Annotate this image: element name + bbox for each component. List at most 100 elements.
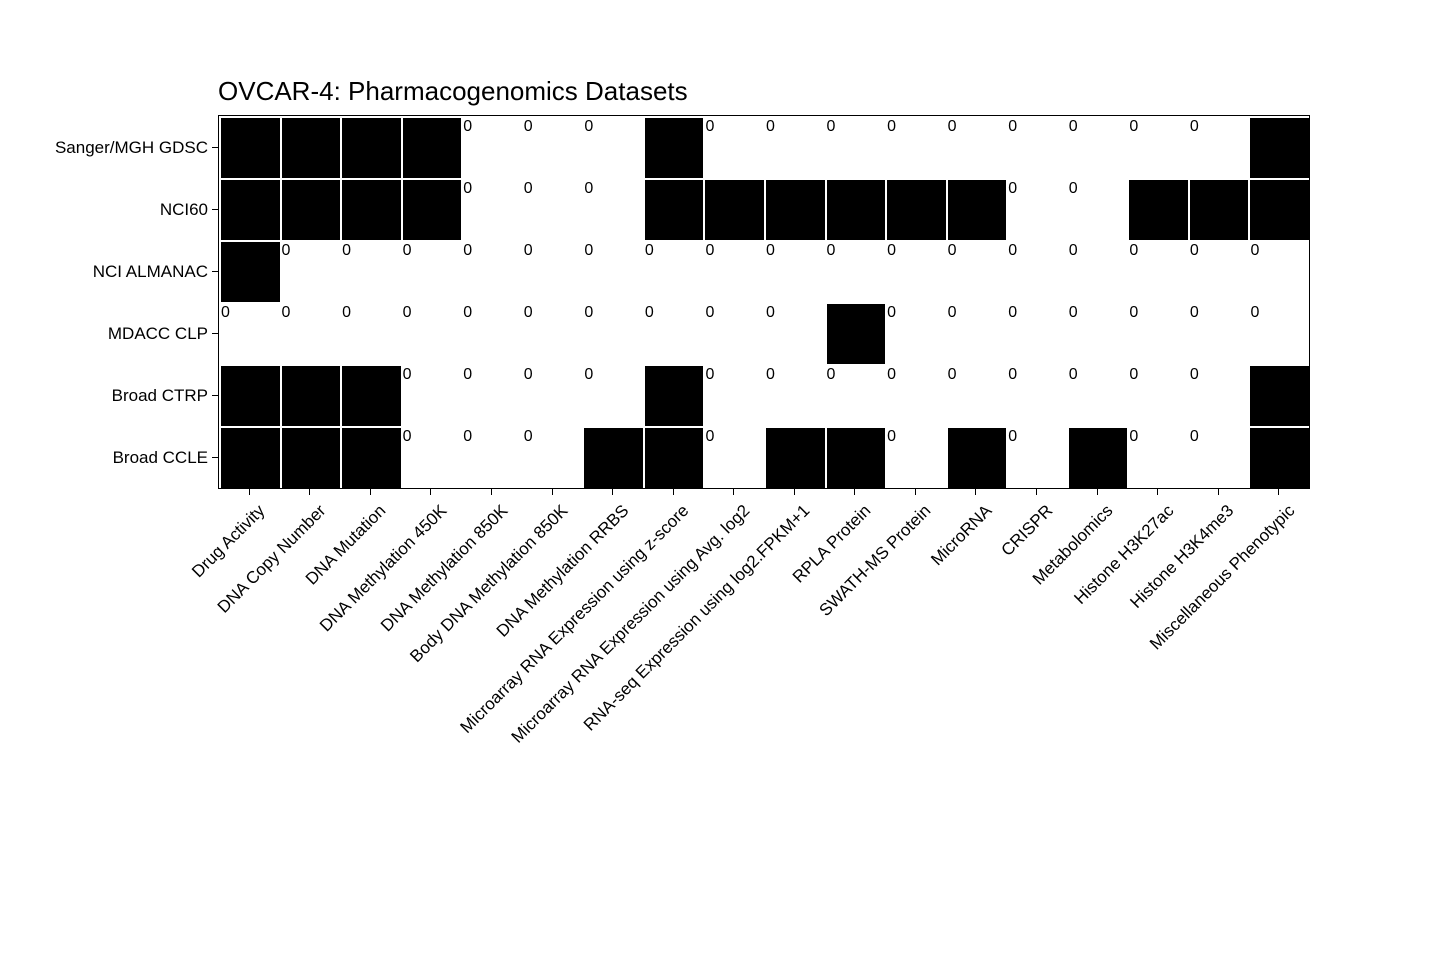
x-axis-tick <box>794 489 795 495</box>
heatmap-cell: 1 <box>645 180 704 240</box>
heatmap-cell: 1 <box>645 428 704 488</box>
heatmap-cell: 0 <box>1069 242 1128 302</box>
heatmap-cell: 0 <box>948 242 1007 302</box>
heatmap-cell: 0 <box>463 366 522 426</box>
x-axis-tick <box>552 489 553 495</box>
heatmap-cell: 1 <box>827 304 886 364</box>
heatmap-cell: 0 <box>463 180 522 240</box>
x-axis-tick <box>309 489 310 495</box>
heatmap-cell: 0 <box>403 242 462 302</box>
heatmap-cell: 0 <box>887 242 946 302</box>
x-axis-label: Histone H3K4me3 <box>941 501 1238 798</box>
x-axis-label: DNA Methylation RRBS <box>336 501 633 798</box>
y-axis-tick <box>212 457 218 458</box>
x-axis-tick <box>673 489 674 495</box>
heatmap-cell: 1 <box>282 180 341 240</box>
heatmap-cell: 0 <box>524 242 583 302</box>
heatmap-cell: 1 <box>221 428 280 488</box>
x-axis-label: DNA Methylation 450K <box>154 501 451 798</box>
heatmap-cell: 1 <box>342 180 401 240</box>
heatmap-cell: 0 <box>827 242 886 302</box>
heatmap-cell: 0 <box>342 242 401 302</box>
heatmap-cell: 0 <box>948 366 1007 426</box>
heatmap-cell: 0 <box>1008 366 1067 426</box>
heatmap-cell: 1 <box>584 428 643 488</box>
heatmap-cell: 0 <box>1190 242 1249 302</box>
heatmap-cell: 0 <box>1069 366 1128 426</box>
heatmap-cell: 1 <box>827 428 886 488</box>
heatmap-cell: 0 <box>705 304 764 364</box>
heatmap-cell: 0 <box>1008 428 1067 488</box>
heatmap-cell: 1 <box>1250 428 1309 488</box>
heatmap-cell: 1 <box>1129 180 1188 240</box>
heatmap-cell: 1 <box>342 366 401 426</box>
heatmap-cell: 0 <box>1008 180 1067 240</box>
heatmap-cell: 0 <box>524 366 583 426</box>
heatmap-cell: 0 <box>887 304 946 364</box>
heatmap-cell: 1 <box>705 180 764 240</box>
heatmap-cell: 0 <box>403 428 462 488</box>
heatmap-cell: 1 <box>645 366 704 426</box>
heatmap-cell: 0 <box>705 242 764 302</box>
heatmap-cell: 1 <box>282 428 341 488</box>
heatmap-cell: 1 <box>766 428 825 488</box>
x-axis-label: SWATH-MS Protein <box>639 501 936 798</box>
heatmap-cell: 0 <box>766 242 825 302</box>
heatmap-cell: 0 <box>463 242 522 302</box>
heatmap-cell: 0 <box>282 304 341 364</box>
heatmap-cell: 0 <box>584 180 643 240</box>
heatmap-cell: 0 <box>463 304 522 364</box>
heatmap-cell: 0 <box>403 366 462 426</box>
x-axis-tick <box>491 489 492 495</box>
heatmap-cell: 0 <box>524 180 583 240</box>
heatmap-cell: 0 <box>584 118 643 178</box>
x-axis-tick <box>612 489 613 495</box>
heatmap-chart: OVCAR-4: Pharmacogenomics Datasets 11110… <box>0 0 1440 960</box>
heatmap-cell: 0 <box>827 118 886 178</box>
x-axis-label: Miscellaneous Phenotypic <box>1002 501 1299 798</box>
heatmap-cell: 0 <box>705 428 764 488</box>
heatmap-cell: 0 <box>1008 242 1067 302</box>
heatmap-cell: 1 <box>342 118 401 178</box>
x-axis-tick <box>1278 489 1279 495</box>
x-axis-tick <box>249 489 250 495</box>
x-axis-tick <box>1097 489 1098 495</box>
x-axis-label: Body DNA Methylation 850K <box>275 501 572 798</box>
heatmap-cell: 0 <box>1069 304 1128 364</box>
x-axis-tick <box>1157 489 1158 495</box>
heatmap-cell: 1 <box>948 428 1007 488</box>
x-axis-tick <box>1036 489 1037 495</box>
y-axis-label: NCI60 <box>160 200 208 220</box>
x-axis-label: DNA Copy Number <box>33 501 330 798</box>
y-axis-label: Broad CCLE <box>113 448 208 468</box>
y-axis-tick <box>212 333 218 334</box>
heatmap-cell: 1 <box>282 366 341 426</box>
x-axis-label: Histone H3K27ac <box>881 501 1178 798</box>
heatmap-cell: 0 <box>766 118 825 178</box>
heatmap-cell: 1 <box>282 118 341 178</box>
x-axis-label: DNA Methylation 850K <box>215 501 512 798</box>
heatmap-cell: 0 <box>766 304 825 364</box>
heatmap-cell: 0 <box>645 304 704 364</box>
heatmap-cell: 0 <box>524 304 583 364</box>
heatmap-cell: 1 <box>1190 180 1249 240</box>
heatmap-cell: 0 <box>524 118 583 178</box>
y-axis-label: MDACC CLP <box>108 324 208 344</box>
x-axis-tick <box>370 489 371 495</box>
heatmap-cell: 1 <box>645 118 704 178</box>
x-axis-label: Microarray RNA Expression using z-score <box>396 501 693 798</box>
heatmap-cell: 0 <box>887 118 946 178</box>
heatmap-cell: 0 <box>1190 118 1249 178</box>
x-axis-tick <box>854 489 855 495</box>
heatmap-cell: 0 <box>705 366 764 426</box>
heatmap-cell: 1 <box>221 366 280 426</box>
heatmap-cell: 1 <box>221 180 280 240</box>
y-axis-label: Broad CTRP <box>112 386 208 406</box>
heatmap-cell: 0 <box>584 242 643 302</box>
heatmap-cell: 1 <box>403 180 462 240</box>
heatmap-cell: 0 <box>1008 118 1067 178</box>
heatmap-cell: 0 <box>1129 304 1188 364</box>
heatmap-cell: 1 <box>221 242 280 302</box>
x-axis-tick <box>975 489 976 495</box>
heatmap-cell: 0 <box>1190 366 1249 426</box>
